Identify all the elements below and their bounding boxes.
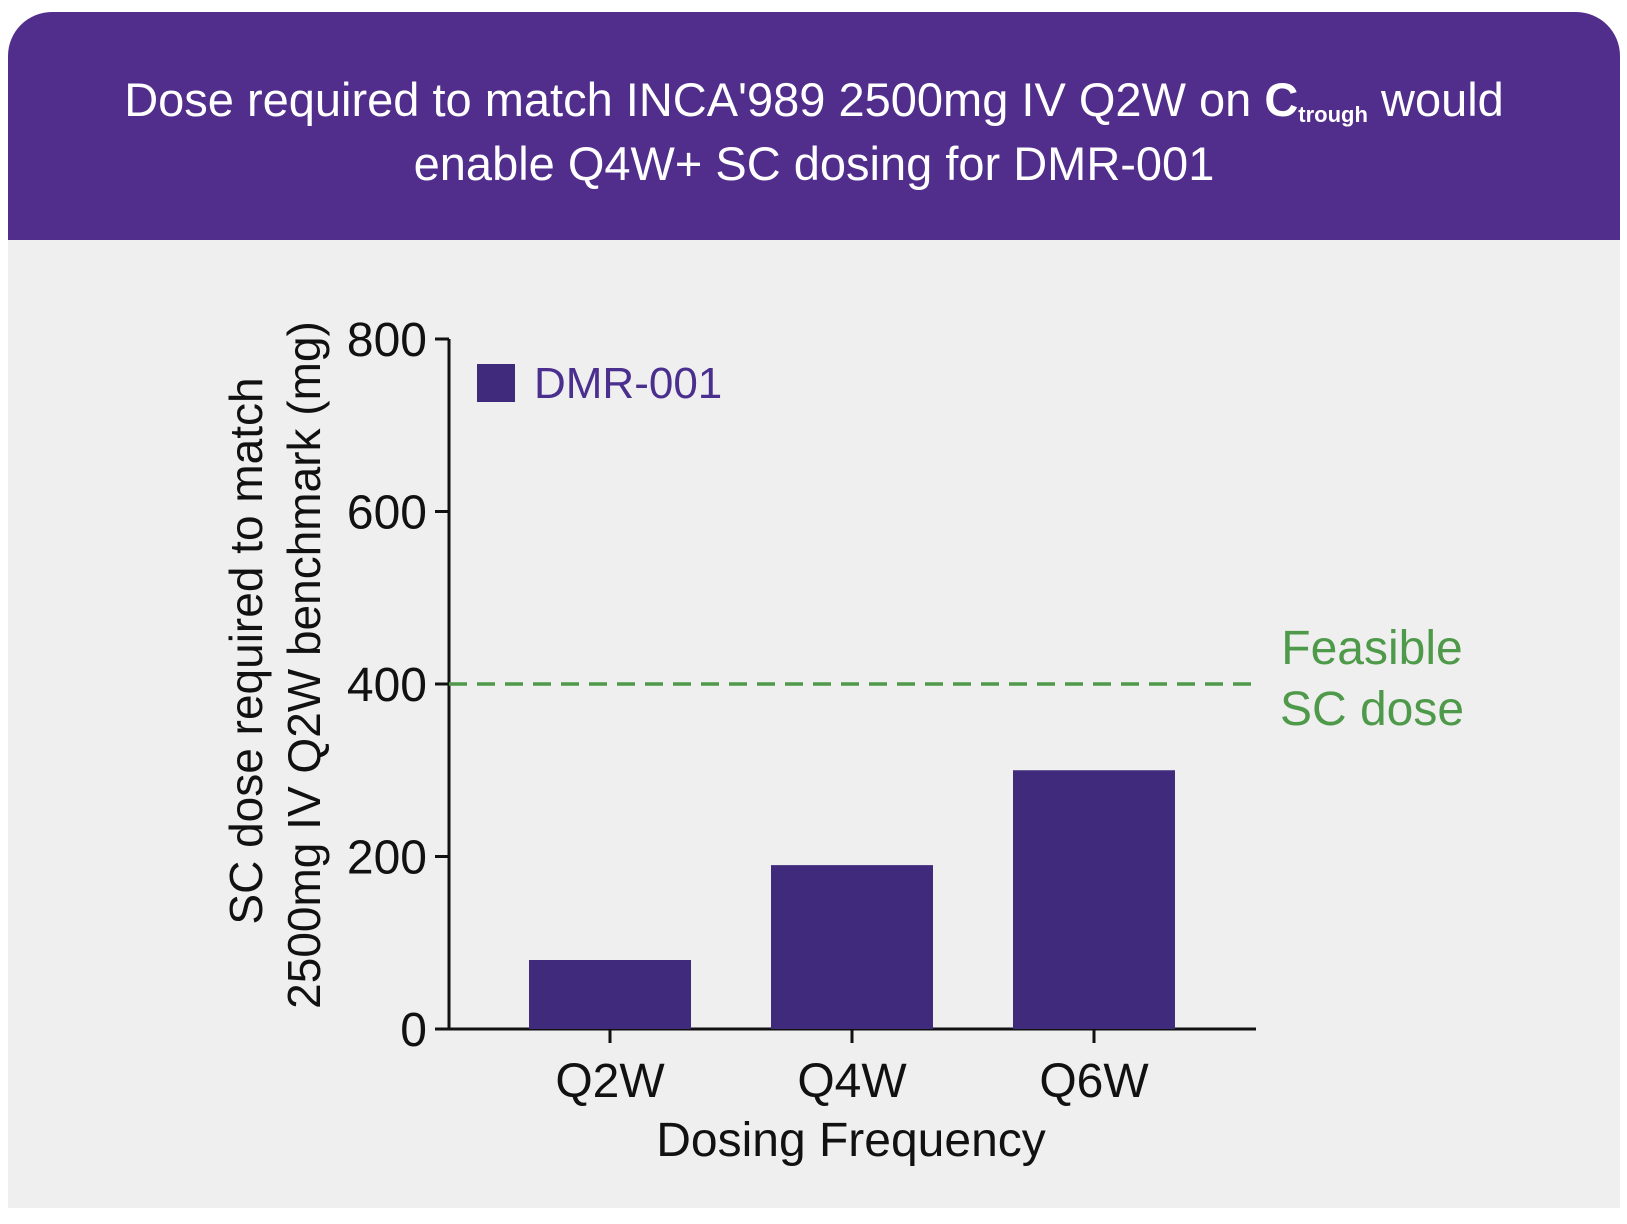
x-tick-label: Q4W	[797, 1055, 907, 1108]
title-line-2: enable Q4W+ SC dosing for DMR-001	[413, 137, 1215, 190]
reference-line-group: Feasible SC dose	[449, 622, 1464, 736]
bar-q6w	[1013, 770, 1175, 1029]
title-subscript: trough	[1298, 102, 1368, 127]
bar-q4w	[771, 865, 933, 1029]
x-tick-label: Q2W	[555, 1055, 665, 1108]
bar-q2w	[529, 960, 691, 1029]
y-tick-label: 400	[347, 659, 427, 712]
legend-swatch	[477, 364, 515, 402]
title-banner: Dose required to match INCA'989 2500mg I…	[8, 12, 1620, 240]
y-axis-label-line-2: 2500mg IV Q2W benchmark (mg)	[278, 321, 330, 1009]
chart-legend: DMR-001	[477, 359, 722, 408]
title-text-part2: would	[1367, 73, 1504, 126]
y-axis-label-line-1: SC dose required to match	[220, 377, 272, 924]
title-text-part1: Dose required to match INCA'989 2500mg I…	[124, 73, 1265, 126]
x-axis-label: Dosing Frequency	[656, 1114, 1046, 1167]
y-tick-label: 800	[347, 314, 427, 367]
bottom-strip	[0, 1208, 1627, 1224]
legend-label: DMR-001	[534, 359, 722, 408]
y-tick-label: 0	[400, 1004, 427, 1057]
title-line-1: Dose required to match INCA'989 2500mg I…	[8, 72, 1620, 143]
title-c-symbol: C	[1264, 73, 1299, 126]
reference-label-line-1: Feasible	[1281, 622, 1462, 675]
x-tick-label: Q6W	[1039, 1055, 1149, 1108]
y-tick-label: 600	[347, 487, 427, 540]
chart-bars	[529, 770, 1175, 1029]
reference-label-line-2: SC dose	[1280, 683, 1464, 736]
y-tick-label: 200	[347, 832, 427, 885]
